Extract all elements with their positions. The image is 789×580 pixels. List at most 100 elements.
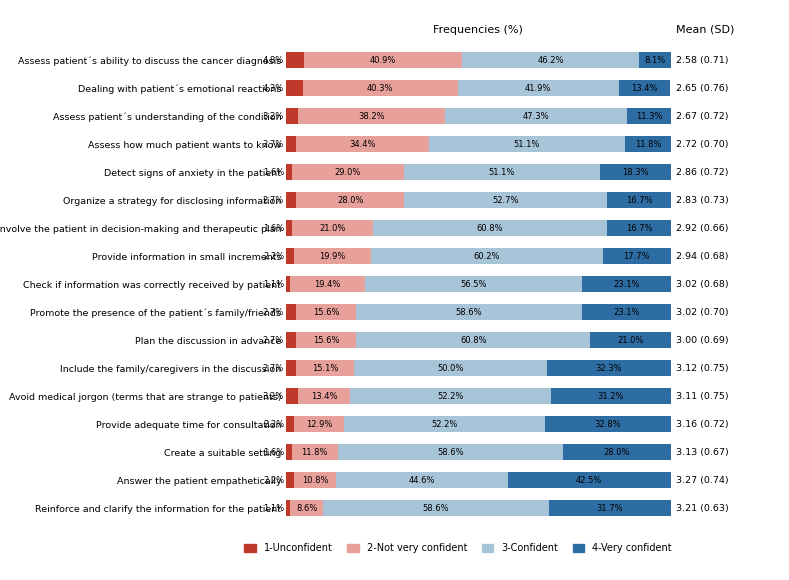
Text: 60.8%: 60.8%	[460, 336, 487, 345]
Text: 3.11 (0.75): 3.11 (0.75)	[676, 392, 729, 401]
Bar	[286, 416, 294, 432]
Bar	[338, 444, 563, 461]
Text: 52.7%: 52.7%	[492, 195, 518, 205]
Bar	[607, 220, 671, 236]
Text: 4.8%: 4.8%	[263, 56, 284, 65]
Text: 3.16 (0.72): 3.16 (0.72)	[676, 420, 729, 429]
Text: 32.8%: 32.8%	[595, 420, 621, 429]
Bar	[294, 248, 371, 264]
Bar	[286, 360, 297, 376]
Text: 13.4%: 13.4%	[311, 392, 337, 401]
Text: 4.3%: 4.3%	[263, 84, 284, 93]
Text: Frequencies (%): Frequencies (%)	[433, 25, 523, 35]
Text: 3.12 (0.75): 3.12 (0.75)	[676, 364, 729, 373]
Text: 1.1%: 1.1%	[263, 280, 284, 289]
Bar	[297, 136, 428, 153]
Text: 32.3%: 32.3%	[596, 364, 623, 373]
Text: 10.8%: 10.8%	[302, 476, 328, 485]
Text: 51.1%: 51.1%	[514, 140, 540, 148]
Text: 2.92 (0.66): 2.92 (0.66)	[676, 224, 729, 233]
Text: 2.2%: 2.2%	[263, 476, 284, 485]
Text: 60.8%: 60.8%	[477, 224, 503, 233]
Text: 3.21 (0.63): 3.21 (0.63)	[676, 503, 729, 513]
Text: 46.2%: 46.2%	[537, 56, 564, 65]
Bar	[607, 192, 671, 208]
Bar	[545, 416, 671, 432]
Bar	[286, 192, 297, 208]
Bar	[323, 500, 548, 516]
Text: 2.7%: 2.7%	[263, 195, 284, 205]
Text: 31.2%: 31.2%	[597, 392, 624, 401]
Text: 3.2%: 3.2%	[263, 112, 284, 121]
Bar	[581, 304, 671, 320]
Bar	[286, 500, 290, 516]
Bar	[547, 360, 671, 376]
Bar	[590, 332, 671, 349]
Bar	[582, 276, 671, 292]
Bar	[354, 360, 547, 376]
Bar	[551, 388, 671, 404]
Legend: 1-Unconfident, 2-Not very confident, 3-Confident, 4-Very confident: 1-Unconfident, 2-Not very confident, 3-C…	[241, 539, 675, 557]
Bar	[286, 388, 298, 404]
Text: 58.6%: 58.6%	[456, 308, 482, 317]
Text: 28.0%: 28.0%	[337, 195, 364, 205]
Text: 11.8%: 11.8%	[301, 448, 328, 456]
Text: 1.6%: 1.6%	[263, 224, 284, 233]
Bar	[286, 332, 297, 349]
Bar	[297, 332, 357, 349]
Text: 23.1%: 23.1%	[613, 280, 640, 289]
Bar	[286, 80, 302, 96]
Text: 56.5%: 56.5%	[460, 280, 487, 289]
Bar	[507, 472, 671, 488]
Bar	[404, 192, 607, 208]
Text: 2.7%: 2.7%	[263, 364, 284, 373]
Text: 40.3%: 40.3%	[367, 84, 393, 93]
Text: 21.0%: 21.0%	[618, 336, 644, 345]
Text: 47.3%: 47.3%	[523, 112, 549, 121]
Text: 16.7%: 16.7%	[626, 224, 653, 233]
Bar	[286, 276, 290, 292]
Bar	[292, 444, 338, 461]
Text: 2.2%: 2.2%	[263, 252, 284, 260]
Text: 15.6%: 15.6%	[313, 336, 339, 345]
Text: 19.4%: 19.4%	[314, 280, 341, 289]
Text: 44.6%: 44.6%	[409, 476, 435, 485]
Bar	[357, 304, 581, 320]
Text: 60.2%: 60.2%	[473, 252, 500, 260]
Text: 13.4%: 13.4%	[631, 84, 658, 93]
Text: 2.94 (0.68): 2.94 (0.68)	[676, 252, 729, 260]
Text: 28.0%: 28.0%	[604, 448, 630, 456]
Text: 52.2%: 52.2%	[432, 420, 458, 429]
Bar	[600, 164, 671, 180]
Text: 8.1%: 8.1%	[645, 56, 666, 65]
Bar	[404, 164, 600, 180]
Bar	[290, 276, 365, 292]
Text: 52.2%: 52.2%	[437, 392, 463, 401]
Bar	[297, 192, 404, 208]
Bar	[625, 136, 671, 153]
Text: 17.7%: 17.7%	[623, 252, 650, 260]
Text: 2.58 (0.71): 2.58 (0.71)	[676, 56, 729, 65]
Bar	[294, 416, 344, 432]
Bar	[286, 108, 298, 124]
Text: 3.27 (0.74): 3.27 (0.74)	[676, 476, 729, 485]
Bar	[563, 444, 671, 461]
Text: 3.02 (0.68): 3.02 (0.68)	[676, 280, 729, 289]
Text: 15.6%: 15.6%	[313, 308, 339, 317]
Text: 1.6%: 1.6%	[263, 448, 284, 456]
Bar	[357, 332, 590, 349]
Text: 11.3%: 11.3%	[636, 112, 662, 121]
Bar	[298, 388, 350, 404]
Text: 58.6%: 58.6%	[437, 448, 463, 456]
Bar	[548, 500, 671, 516]
Text: 1.1%: 1.1%	[263, 503, 284, 513]
Text: Mean (SD): Mean (SD)	[676, 25, 735, 35]
Bar	[292, 220, 373, 236]
Text: 15.1%: 15.1%	[312, 364, 338, 373]
Text: 3.2%: 3.2%	[263, 392, 284, 401]
Text: 16.7%: 16.7%	[626, 195, 653, 205]
Text: 2.72 (0.70): 2.72 (0.70)	[676, 140, 729, 148]
Bar	[302, 80, 458, 96]
Text: 12.9%: 12.9%	[306, 420, 332, 429]
Bar	[371, 248, 603, 264]
